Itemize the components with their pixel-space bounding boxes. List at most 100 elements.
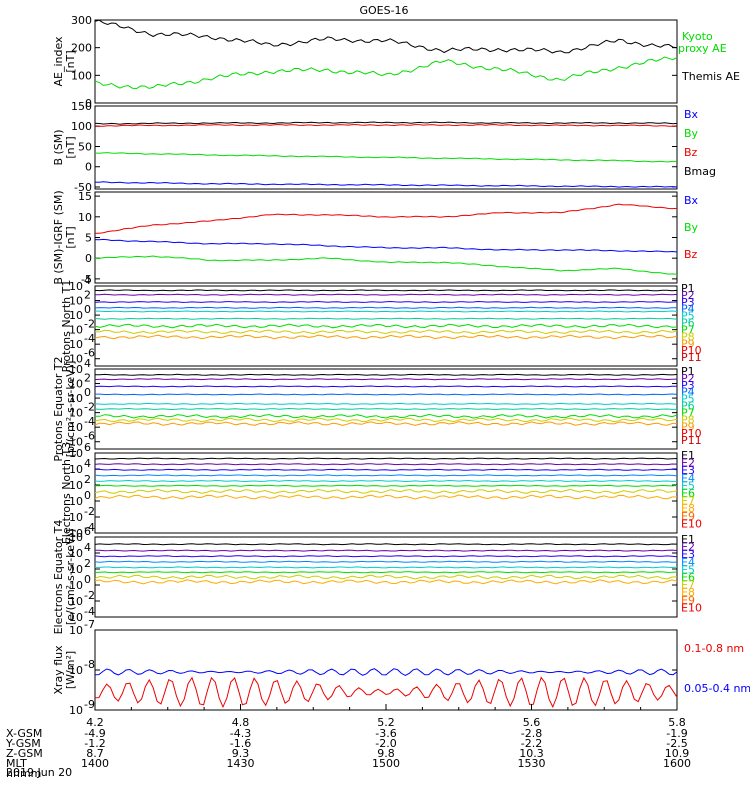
flux-channel-7 — [94, 574, 678, 580]
series-by — [94, 255, 678, 275]
legend-p8: P8 — [681, 413, 695, 426]
legend-p4: P4 — [681, 303, 695, 316]
y-tick-label: 10 — [69, 664, 83, 677]
y-tick-exponent: 4 — [84, 541, 91, 554]
series-bz — [95, 203, 678, 234]
x-row-value: -4.3 — [230, 727, 251, 740]
series-bx — [94, 238, 678, 253]
y-tick-label: 10 — [69, 324, 83, 337]
flux-channel-4 — [94, 306, 677, 309]
series-by — [94, 152, 677, 163]
x-row-value: -1.2 — [84, 737, 105, 750]
y-tick-label: 15 — [78, 190, 92, 203]
legend-p7: P7 — [681, 323, 695, 336]
series-bz — [94, 123, 678, 127]
x-row-value: 9.3 — [232, 747, 250, 760]
y-tick-exponent: -9 — [84, 698, 95, 711]
y-tick-exponent: 4 — [84, 457, 91, 470]
y-tick-label: 200 — [71, 42, 92, 55]
x-row-value: -1.9 — [666, 727, 687, 740]
y-tick-exponent: -7 — [84, 618, 95, 631]
legend-p4: P4 — [681, 386, 695, 399]
y-tick-label: 300 — [71, 14, 92, 27]
legend-p10: P10 — [681, 344, 702, 357]
y-tick-exponent: -4 — [84, 332, 95, 345]
y-tick-label: 10 — [69, 280, 83, 293]
y-axis-label: AE_index — [52, 36, 65, 87]
legend-e4: E4 — [681, 472, 695, 485]
legend-xray-long: 0.1-0.8 nm — [684, 642, 744, 655]
flux-channel-7 — [94, 488, 678, 494]
x-tick-label: 5.2 — [377, 716, 395, 729]
y-tick-label: 10 — [69, 527, 83, 540]
x-row-value: -2.0 — [375, 737, 396, 750]
y-tick-label: 0 — [85, 97, 92, 110]
legend-p6: P6 — [681, 317, 695, 330]
y-tick-label: 10 — [78, 211, 92, 224]
legend-kyoto: Kyoto — [682, 30, 713, 43]
legend-e9: E9 — [681, 510, 695, 523]
legend-p2: P2 — [681, 372, 695, 385]
y-axis-label: Electrons North T3 — [60, 442, 73, 544]
flux-channel-3 — [95, 468, 678, 471]
legend-e2: E2 — [681, 541, 695, 554]
y-tick-label: 0 — [85, 161, 92, 174]
flux-channel-6 — [94, 317, 678, 320]
legend-e2: E2 — [681, 457, 695, 470]
flux-channel-4 — [95, 393, 678, 396]
series-bmag — [94, 121, 678, 125]
y-tick-exponent: -6 — [84, 347, 95, 360]
legend-bmag: Bmag — [684, 165, 716, 178]
panel-bdiff: B (SM)-IGRF (SM) [nT] -5 0 5 10 15 Bx By Bz — [52, 190, 699, 286]
y-tick-label: 10 — [69, 531, 83, 544]
legend-e5: E5 — [681, 563, 695, 576]
legend-bz: Bz — [684, 146, 698, 159]
legend-p5: P5 — [681, 310, 695, 323]
flux-channel-4 — [94, 474, 678, 477]
y-tick-label: 10 — [69, 611, 83, 624]
legend-e8: E8 — [681, 502, 695, 515]
panel-frame — [94, 629, 678, 711]
y-tick-exponent: 0 — [84, 386, 91, 399]
panel-frame — [94, 452, 678, 534]
plot-title: GOES-16 — [359, 4, 408, 17]
x-tick-label: 5.6 — [523, 716, 541, 729]
y-tick-exponent: 6 — [84, 441, 91, 454]
panel-frame — [94, 19, 678, 104]
flux-channel-1 — [95, 373, 678, 376]
x-tick-label: 4.2 — [86, 716, 104, 729]
legend-p9: P9 — [681, 420, 695, 433]
y-tick-exponent: -6 — [84, 430, 95, 443]
flux-channel-8 — [94, 494, 678, 500]
y-tick-label: 10 — [69, 463, 83, 476]
y-tick-label: 10 — [69, 392, 83, 405]
legend-e8: E8 — [681, 586, 695, 599]
y-tick-label: 10 — [69, 511, 83, 524]
y-axis-unit: [nT] — [64, 136, 77, 158]
x-tick-label: 5.8 — [668, 716, 686, 729]
legend-p3: P3 — [681, 296, 695, 309]
x-row-value: -2.5 — [666, 737, 687, 750]
legend-p1: P1 — [681, 282, 695, 295]
y-tick-label: 10 — [69, 309, 83, 322]
series-kyoto-proxy-ae — [94, 56, 678, 90]
legend-e4: E4 — [681, 556, 695, 569]
y-tick-label: 10 — [69, 563, 83, 576]
y-tick-exponent: -8 — [84, 658, 95, 671]
flux-channel-2 — [95, 293, 678, 296]
y-tick-exponent: -4 — [84, 605, 95, 618]
x-row-value: 10.9 — [665, 747, 690, 760]
flux-channel-6 — [94, 571, 678, 574]
x-row-name-x-gsm: X-GSM — [6, 727, 42, 740]
y-tick-label: 150 — [71, 100, 92, 113]
y-tick-label: 10 — [69, 495, 83, 508]
flux-channel-4 — [94, 560, 678, 563]
flux-channel-1 — [94, 289, 678, 292]
flux-channel-9 — [94, 334, 678, 340]
flux-channel-6 — [95, 484, 678, 487]
x-row-value: 1600 — [663, 757, 691, 770]
panel-peq: Protons Equator T2 [p/(cm²-s-sr-keV)]10 41… — [52, 356, 702, 461]
y-tick-label: 10 — [69, 704, 83, 717]
